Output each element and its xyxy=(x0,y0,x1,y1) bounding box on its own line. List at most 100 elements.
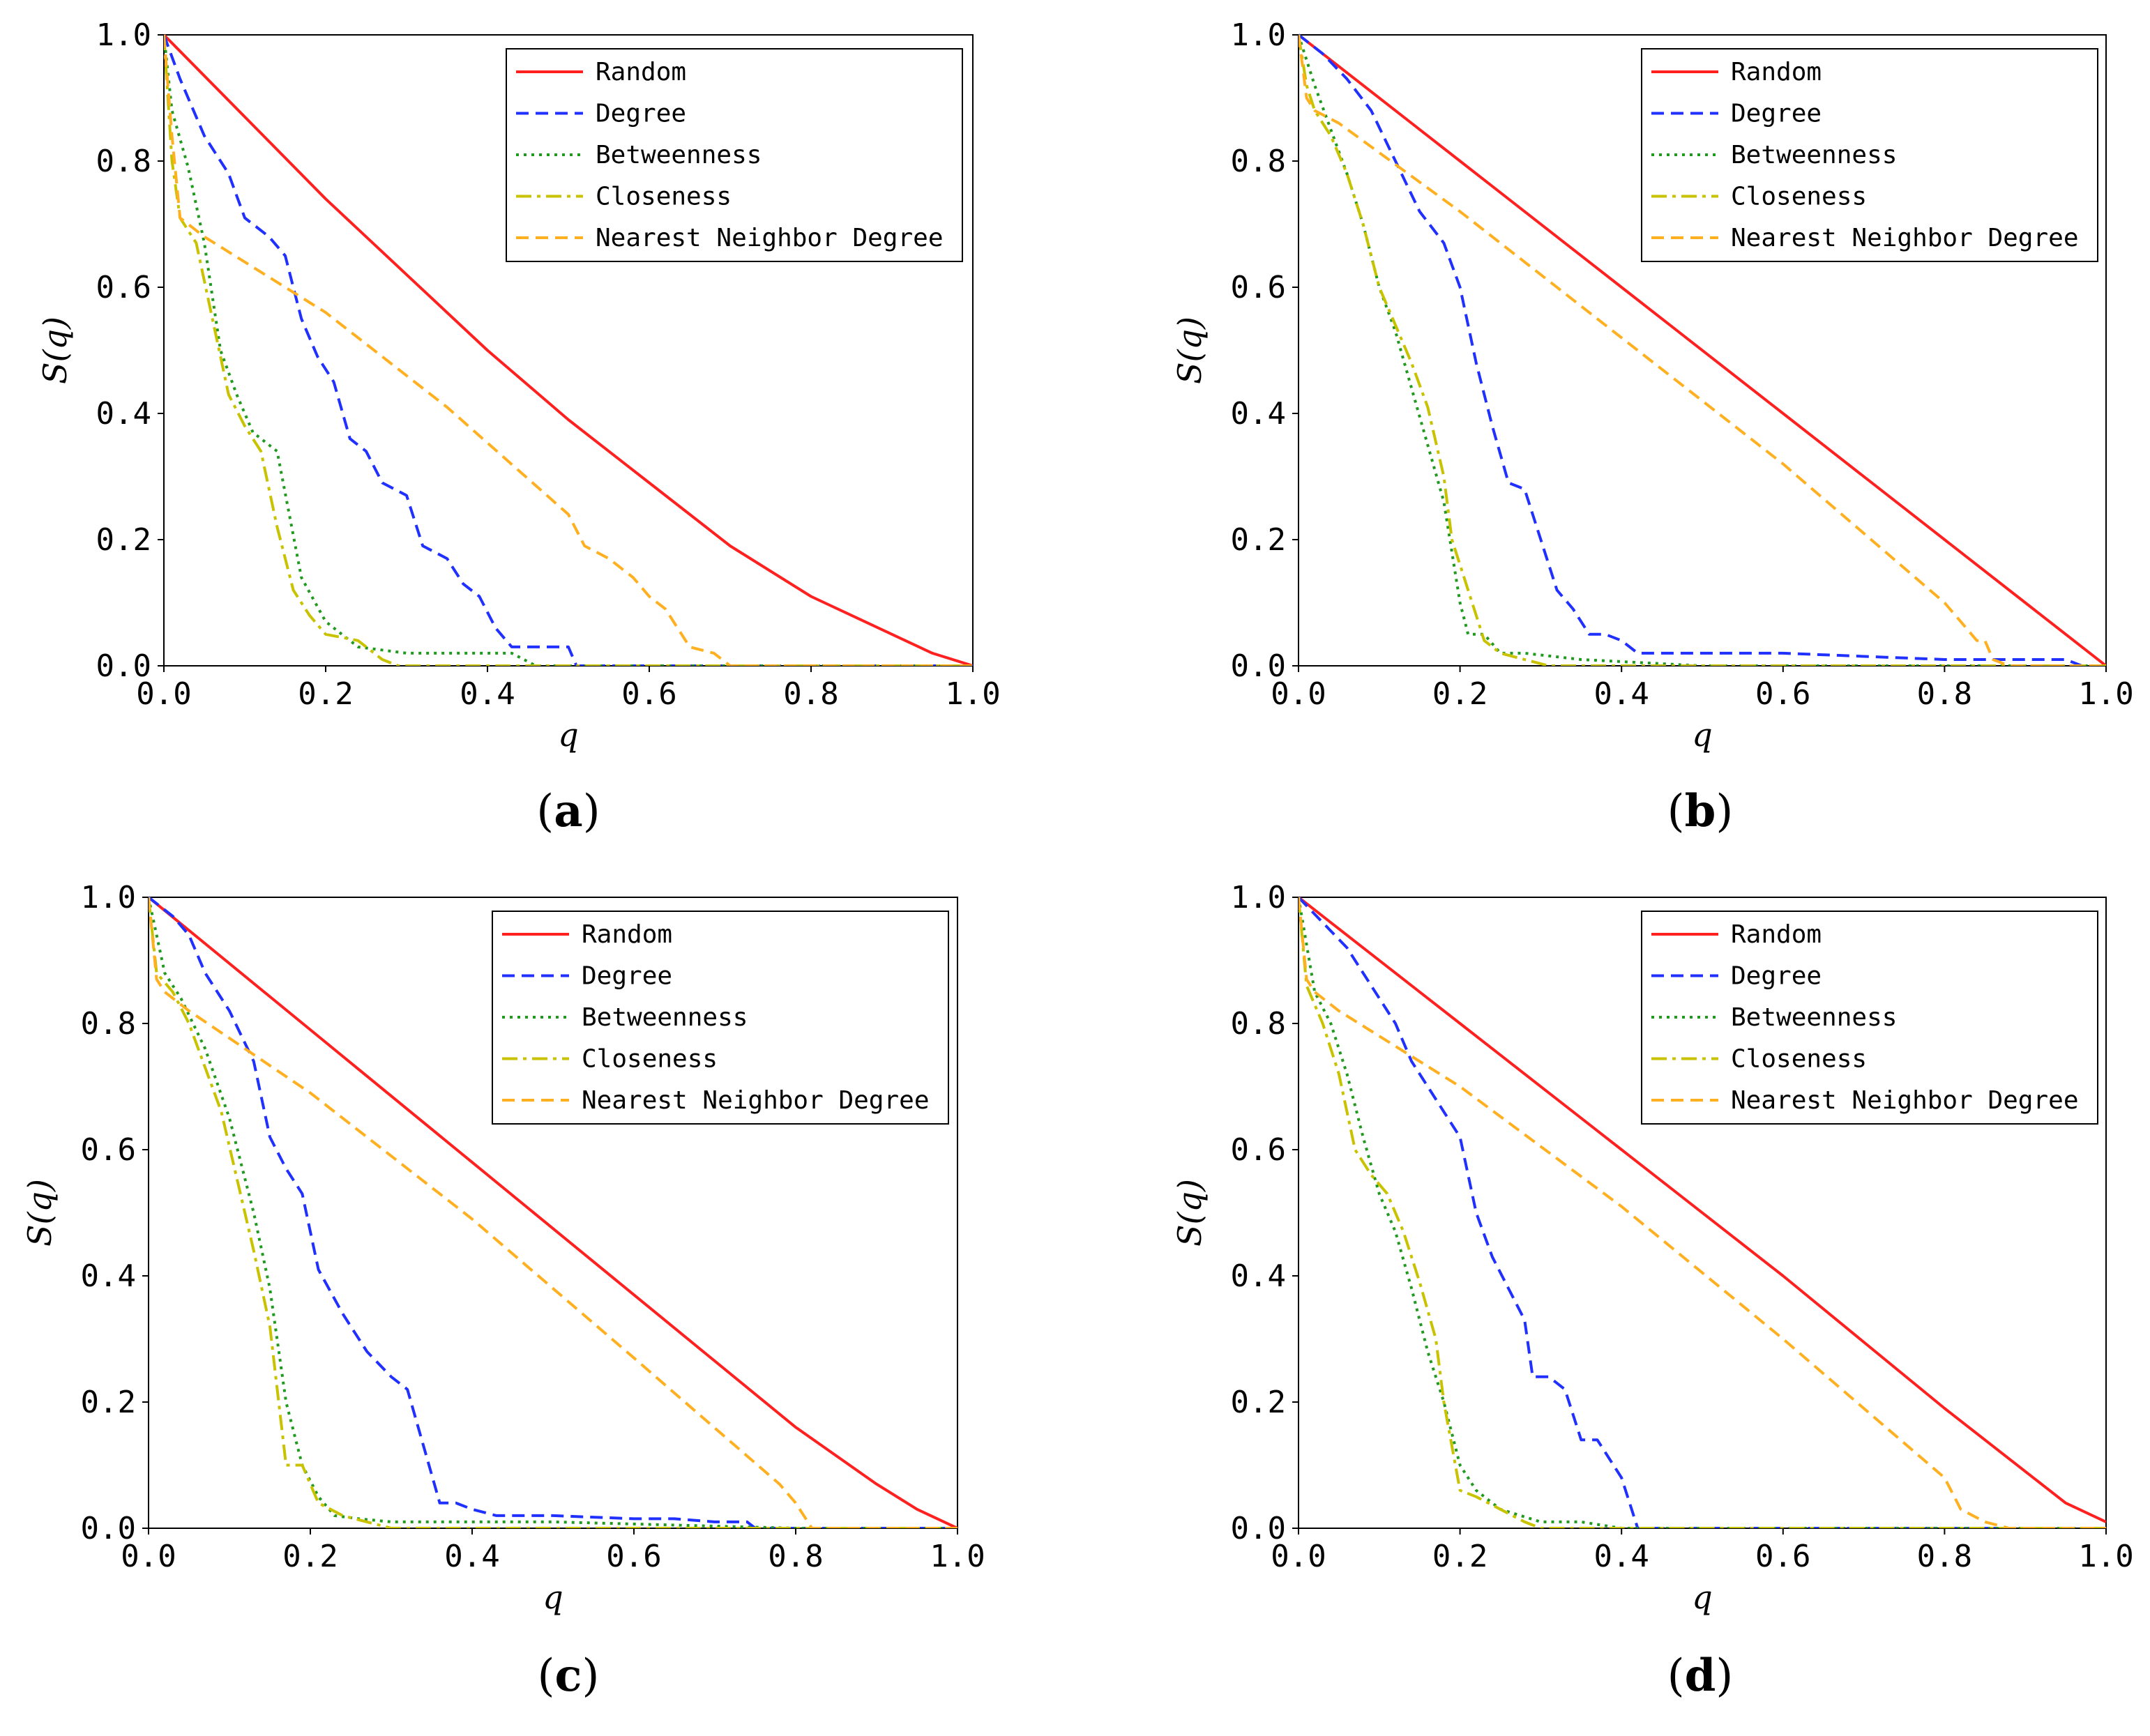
x-axis-label: q xyxy=(1692,716,1712,754)
x-tick-label: 0.4 xyxy=(460,676,515,712)
legend-label: Random xyxy=(596,58,686,86)
legend-label: Degree xyxy=(1731,962,1822,991)
legend-label: Nearest Neighbor Degree xyxy=(1731,1086,2079,1115)
legend-label: Degree xyxy=(596,100,686,128)
y-tick-label: 0.0 xyxy=(1231,1511,1286,1546)
y-tick-label: 0.0 xyxy=(96,648,151,684)
series-line-nearest-neighbor-degree xyxy=(1299,897,2106,1528)
y-tick-label: 0.8 xyxy=(96,144,151,179)
chart-panel-c: 0.0 0.2 0.4 0.6 0.8 1.0 0.0 0.2 0.4 0.6 0.8 1.0 q S(q… xyxy=(21,880,985,1702)
y-tick-label: 0.2 xyxy=(96,522,151,558)
legend-label: Betweenness xyxy=(582,1003,748,1032)
legend-label: Nearest Neighbor Degree xyxy=(582,1086,930,1115)
series-line-random xyxy=(164,33,973,666)
y-tick-label: 0.8 xyxy=(1231,144,1286,179)
x-axis-label: q xyxy=(543,1578,563,1616)
legend-box xyxy=(506,48,963,262)
series-line-degree xyxy=(164,34,973,666)
series-line-nearest-neighbor-degree xyxy=(1299,34,2106,666)
x-axis-label: q xyxy=(558,716,578,754)
legend-label: Random xyxy=(1731,58,1822,86)
y-tick-label: 0.8 xyxy=(1231,1006,1286,1042)
series-line-nearest-neighbor-degree xyxy=(164,34,973,666)
y-tick-label: 0.0 xyxy=(1231,648,1286,684)
series-line-betweenness xyxy=(149,897,957,1528)
x-tick-label: 0.4 xyxy=(1593,676,1649,712)
legend-label: Closeness xyxy=(1731,1045,1867,1074)
legend-label: Betweenness xyxy=(1731,141,1897,169)
legend: Random Degree Betweenness Closeness Nearest … xyxy=(1641,48,2098,262)
x-tick-label: 0.2 xyxy=(298,676,353,712)
legend-label: Degree xyxy=(1731,100,1822,128)
y-tick-label: 0.4 xyxy=(81,1258,136,1294)
x-tick-label: 0.0 xyxy=(136,676,191,712)
x-tick-label: 0.0 xyxy=(1271,1539,1326,1574)
y-tick-label: 0.4 xyxy=(96,396,151,432)
legend: Random Degree Betweenness Closeness Nearest … xyxy=(492,911,949,1125)
x-tick-label: 0.2 xyxy=(282,1539,338,1574)
y-tick-label: 0.2 xyxy=(1231,522,1286,558)
legend-label: Closeness xyxy=(596,183,732,211)
x-tick-label: 0.8 xyxy=(768,1539,823,1574)
x-tick-label: 0.6 xyxy=(621,676,676,712)
y-tick-label: 0.4 xyxy=(1231,396,1286,432)
series-line-random xyxy=(1299,896,2106,1523)
x-tick-label: 0.6 xyxy=(606,1539,661,1574)
y-tick-label: 0.2 xyxy=(1231,1385,1286,1420)
series-line-closeness xyxy=(1299,34,2106,666)
y-axis-label: S(q) xyxy=(1171,1179,1209,1247)
series-line-degree xyxy=(149,896,957,1528)
legend-label: Betweenness xyxy=(1731,1003,1897,1032)
y-tick-label: 1.0 xyxy=(1231,880,1286,915)
series-line-degree xyxy=(1299,33,2106,666)
chart-panel-d: 0.0 0.2 0.4 0.6 0.8 1.0 0.0 0.2 0.4 0.6 0.8 1.0 q S(q… xyxy=(1171,880,2134,1702)
legend-label: Nearest Neighbor Degree xyxy=(596,224,944,252)
series-line-random xyxy=(149,896,957,1528)
legend-label: Closeness xyxy=(582,1045,718,1074)
legend: Random Degree Betweenness Closeness Nearest … xyxy=(1641,911,2098,1125)
y-axis-label: S(q) xyxy=(1171,317,1209,384)
x-tick-label: 0.8 xyxy=(1917,676,1972,712)
legend-box xyxy=(492,911,949,1125)
legend-box xyxy=(1641,48,2098,262)
series-line-random xyxy=(1299,33,2106,666)
series-line-degree xyxy=(1299,896,2106,1528)
series-line-nearest-neighbor-degree xyxy=(149,897,957,1528)
y-tick-label: 0.6 xyxy=(1231,270,1286,305)
plot-frame xyxy=(148,897,958,1529)
y-tick-label: 0.6 xyxy=(1231,1132,1286,1168)
x-tick-label: 0.6 xyxy=(1755,1539,1810,1574)
legend-label: Closeness xyxy=(1731,183,1867,211)
panel-caption: (a) xyxy=(536,785,600,837)
x-tick-label: 0.0 xyxy=(121,1539,176,1574)
y-tick-label: 0.8 xyxy=(81,1006,136,1042)
y-tick-label: 0.6 xyxy=(81,1132,136,1168)
x-tick-label: 0.8 xyxy=(1917,1539,1972,1574)
legend-label: Nearest Neighbor Degree xyxy=(1731,224,2079,252)
legend-label: Random xyxy=(582,920,672,949)
y-axis-label: S(q) xyxy=(21,1179,59,1247)
legend: Random Degree Betweenness Closeness Nearest … xyxy=(506,48,963,262)
series-line-closeness xyxy=(149,897,957,1528)
y-tick-label: 0.2 xyxy=(81,1385,136,1420)
y-tick-label: 0.0 xyxy=(81,1511,136,1546)
chart-panel-a: 0.0 0.2 0.4 0.6 0.8 1.0 0.0 0.2 0.4 0.6 0.8 1.0 q S(q… xyxy=(36,17,1001,837)
x-tick-label: 1.0 xyxy=(2078,1539,2133,1574)
y-tick-label: 1.0 xyxy=(81,880,136,915)
x-tick-label: 1.0 xyxy=(2078,676,2133,712)
panel-caption: (c) xyxy=(538,1650,600,1702)
x-tick-label: 0.2 xyxy=(1432,1539,1487,1574)
y-tick-label: 1.0 xyxy=(96,17,151,53)
legend-box xyxy=(1641,911,2098,1125)
legend-label: Degree xyxy=(582,962,672,991)
series-line-betweenness xyxy=(164,34,973,666)
legend-label: Betweenness xyxy=(596,141,762,169)
x-tick-label: 0.4 xyxy=(444,1539,499,1574)
chart-panel-b: 0.0 0.2 0.4 0.6 0.8 1.0 0.0 0.2 0.4 0.6 0.8 1.0 q S(q… xyxy=(1171,17,2134,837)
y-axis-label: S(q) xyxy=(36,317,74,384)
x-tick-label: 0.4 xyxy=(1593,1539,1649,1574)
y-tick-label: 0.4 xyxy=(1231,1258,1286,1294)
series-line-closeness xyxy=(1299,897,2106,1528)
panel-caption: (d) xyxy=(1667,1650,1734,1702)
x-tick-label: 0.8 xyxy=(783,676,838,712)
